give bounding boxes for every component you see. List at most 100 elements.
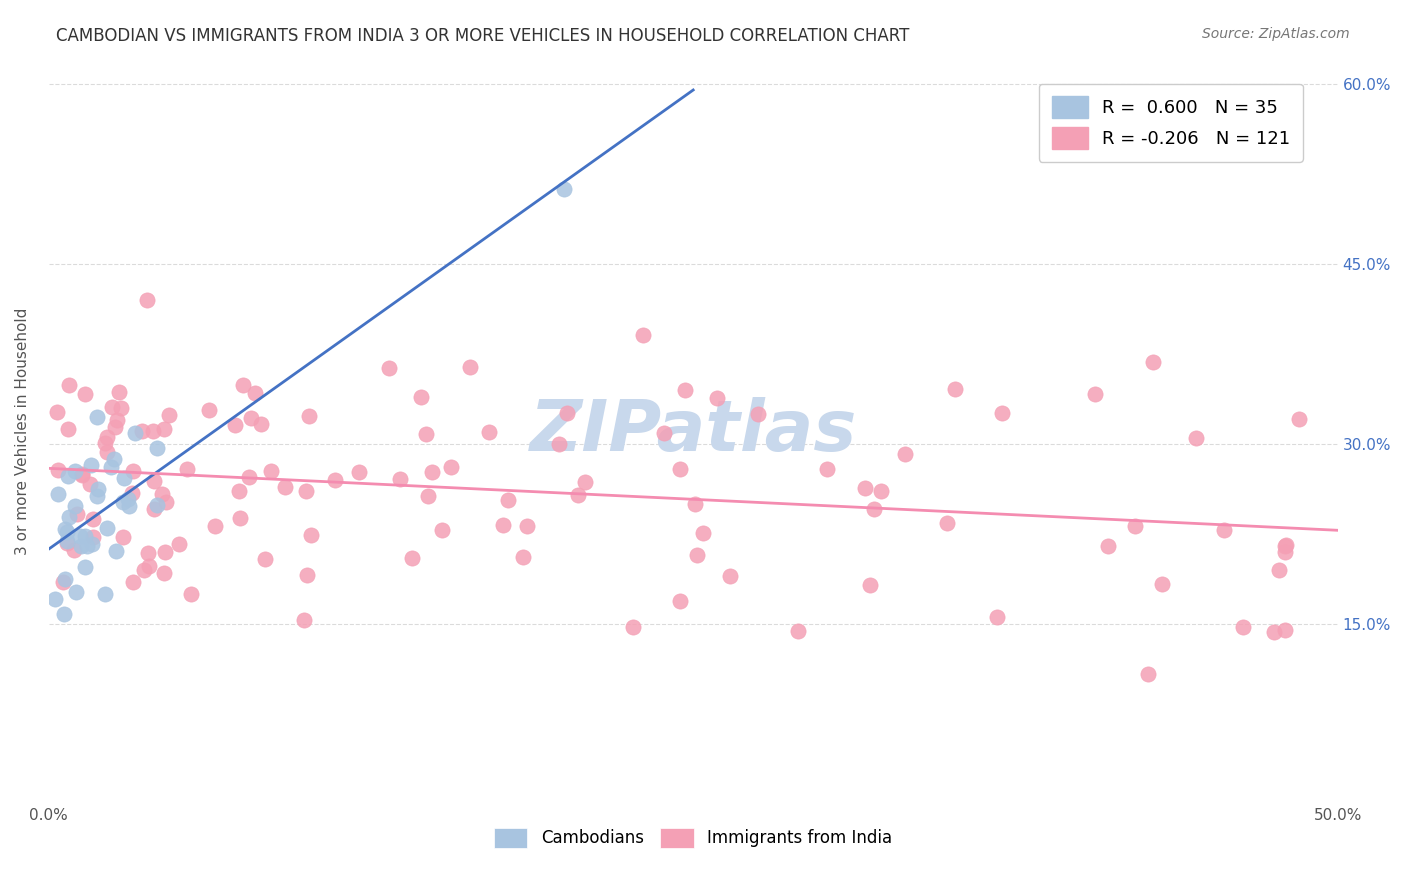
Point [80, 537, 103, 551]
Point [685, 497, 707, 511]
Point [87, 482, 110, 496]
Point [136, 546, 159, 560]
Point [121, 464, 143, 478]
Point [496, 492, 519, 507]
Point [377, 361, 399, 376]
Point [718, 568, 741, 582]
Point [747, 408, 769, 422]
Point [553, 181, 575, 195]
Point [460, 359, 482, 374]
Point [70, 467, 93, 482]
Point [153, 422, 176, 436]
Point [86, 409, 108, 424]
Point [56, 422, 79, 436]
Point [121, 486, 143, 500]
Point [250, 417, 273, 432]
Point [991, 406, 1014, 420]
Point [855, 482, 877, 496]
Point [180, 587, 202, 601]
Point [75, 560, 97, 574]
Point [815, 462, 838, 476]
Point [101, 400, 124, 414]
Point [105, 544, 128, 558]
Point [894, 447, 917, 461]
Point [176, 462, 198, 476]
Point [76, 539, 98, 553]
Point [686, 548, 709, 562]
Point [420, 465, 443, 479]
Point [169, 537, 191, 551]
Point [388, 472, 411, 486]
Point [323, 473, 346, 487]
Point [1142, 355, 1164, 369]
Point [63, 464, 86, 478]
Point [240, 410, 263, 425]
Point [53, 607, 76, 621]
Point [260, 465, 283, 479]
Point [117, 491, 139, 506]
Point [58, 510, 80, 524]
Point [136, 293, 159, 307]
Point [1274, 540, 1296, 554]
Point [245, 386, 267, 401]
Point [786, 624, 808, 638]
Point [104, 420, 127, 434]
Point [103, 451, 125, 466]
Point [145, 498, 167, 512]
Point [53, 572, 76, 586]
Point [70, 467, 93, 482]
Point [548, 436, 571, 450]
Point [440, 459, 463, 474]
Point [673, 383, 696, 397]
Point [118, 500, 141, 514]
Point [863, 502, 886, 516]
Point [96, 521, 118, 535]
Point [297, 567, 319, 582]
Point [409, 391, 432, 405]
Point [44, 591, 66, 606]
Point [1288, 412, 1310, 426]
Point [516, 519, 538, 533]
Point [1263, 625, 1285, 640]
Point [93, 436, 115, 450]
Point [112, 471, 135, 485]
Point [1097, 539, 1119, 553]
Point [669, 462, 692, 476]
Point [124, 425, 146, 440]
Point [859, 578, 882, 592]
Point [69, 529, 91, 543]
Point [121, 575, 143, 590]
Point [1275, 538, 1298, 552]
Point [292, 613, 315, 627]
Point [1084, 386, 1107, 401]
Point [1123, 518, 1146, 533]
Point [110, 401, 132, 415]
Point [73, 387, 96, 401]
Text: Source: ZipAtlas.com: Source: ZipAtlas.com [1202, 27, 1350, 41]
Point [274, 480, 297, 494]
Point [224, 418, 246, 433]
Point [1137, 667, 1160, 681]
Point [1268, 563, 1291, 577]
Point [478, 425, 501, 439]
Point [298, 409, 321, 423]
Point [150, 487, 173, 501]
Point [142, 475, 165, 489]
Point [105, 412, 128, 426]
Point [935, 516, 957, 530]
Point [107, 384, 129, 399]
Point [197, 403, 219, 417]
Point [79, 477, 101, 491]
Point [86, 489, 108, 503]
Point [94, 587, 117, 601]
Point [82, 511, 104, 525]
Point [80, 458, 103, 473]
Text: ZIPatlas: ZIPatlas [530, 397, 856, 467]
Text: CAMBODIAN VS IMMIGRANTS FROM INDIA 3 OR MORE VEHICLES IN HOUSEHOLD CORRELATION C: CAMBODIAN VS IMMIGRANTS FROM INDIA 3 OR … [56, 27, 910, 45]
Point [152, 566, 174, 580]
Point [229, 511, 252, 525]
Point [253, 551, 276, 566]
Point [66, 507, 89, 521]
Point [512, 550, 534, 565]
Point [574, 475, 596, 489]
